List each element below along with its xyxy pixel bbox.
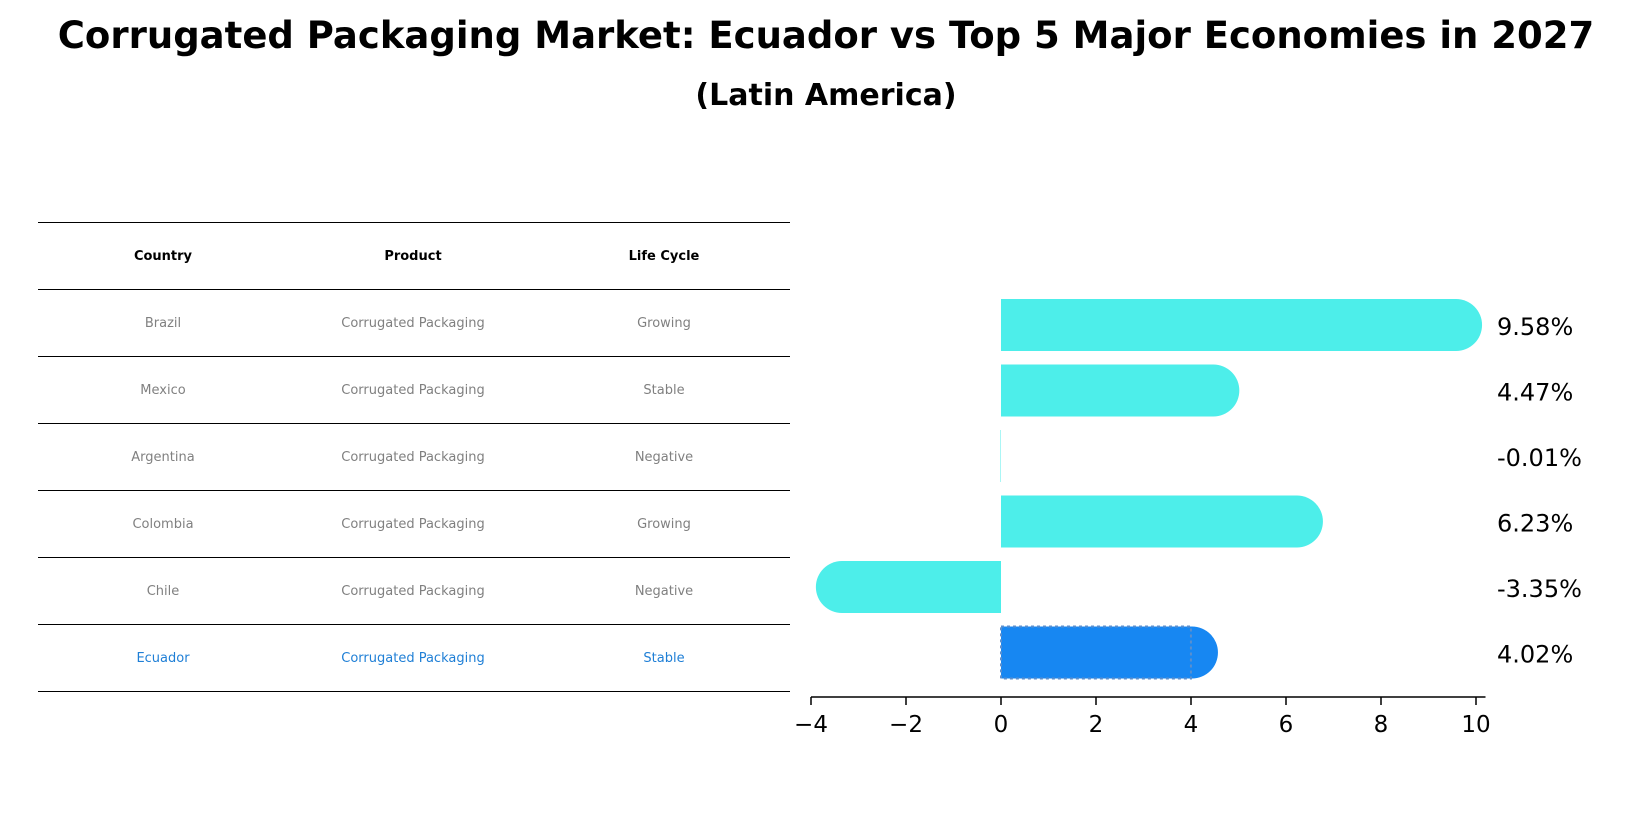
value-label-colombia: 6.23% — [1497, 510, 1573, 538]
bar-ecuador — [1001, 626, 1218, 679]
cell-life-cycle: Growing — [538, 490, 790, 558]
cell-product: Corrugated Packaging — [288, 624, 538, 692]
cell-country: Brazil — [38, 289, 288, 357]
cell-country: Mexico — [38, 356, 288, 424]
country-table: Country Product Life Cycle Brazil Corrug… — [38, 222, 790, 692]
header-life-cycle: Life Cycle — [538, 222, 790, 290]
value-label-chile: -3.35% — [1497, 575, 1582, 603]
table-row-highlight: Ecuador Corrugated Packaging Stable — [38, 624, 790, 692]
x-tick-label: 10 — [1461, 712, 1490, 738]
cell-product: Corrugated Packaging — [288, 356, 538, 424]
header-country: Country — [38, 222, 288, 290]
x-tick-label: 8 — [1374, 712, 1389, 738]
cell-country: Chile — [38, 557, 288, 625]
value-label-ecuador: 4.02% — [1497, 641, 1573, 669]
bar-highlight-outline-ecuador — [1000, 625, 1192, 680]
cell-life-cycle: Growing — [538, 289, 790, 357]
table-header-row: Country Product Life Cycle — [38, 222, 790, 290]
value-label-argentina: -0.01% — [1497, 444, 1582, 472]
table-row: Brazil Corrugated Packaging Growing — [38, 289, 790, 357]
cell-country: Colombia — [38, 490, 288, 558]
x-tick-label: −2 — [889, 712, 923, 738]
cell-product: Corrugated Packaging — [288, 289, 538, 357]
cell-life-cycle: Stable — [538, 356, 790, 424]
x-tick-label: 2 — [1089, 712, 1104, 738]
x-tick-label: 0 — [994, 712, 1009, 738]
chart-title: Corrugated Packaging Market: Ecuador vs … — [57, 14, 1595, 57]
x-tick-label: 6 — [1279, 712, 1294, 738]
cell-country: Argentina — [38, 423, 288, 491]
table-row: Mexico Corrugated Packaging Stable — [38, 356, 790, 424]
cell-country: Ecuador — [38, 624, 288, 692]
cell-product: Corrugated Packaging — [288, 490, 538, 558]
x-tick-label: −4 — [794, 712, 828, 738]
bar-chile — [815, 561, 1001, 613]
table-row: Chile Corrugated Packaging Negative — [38, 557, 790, 625]
bar-brazil — [1001, 299, 1483, 351]
cell-life-cycle: Stable — [538, 624, 790, 692]
bar-mexico — [1001, 364, 1240, 417]
table-row: Argentina Corrugated Packaging Negative — [38, 423, 790, 491]
value-label-brazil: 9.58% — [1497, 313, 1573, 341]
header-product: Product — [288, 222, 538, 290]
value-label-mexico: 4.47% — [1497, 379, 1573, 407]
chart-subtitle: (Latin America) — [695, 78, 957, 113]
cell-life-cycle: Negative — [538, 557, 790, 625]
cell-life-cycle: Negative — [538, 423, 790, 491]
table-row: Colombia Corrugated Packaging Growing — [38, 490, 790, 558]
x-tick-label: 4 — [1184, 712, 1199, 738]
bar-colombia — [1001, 495, 1323, 548]
